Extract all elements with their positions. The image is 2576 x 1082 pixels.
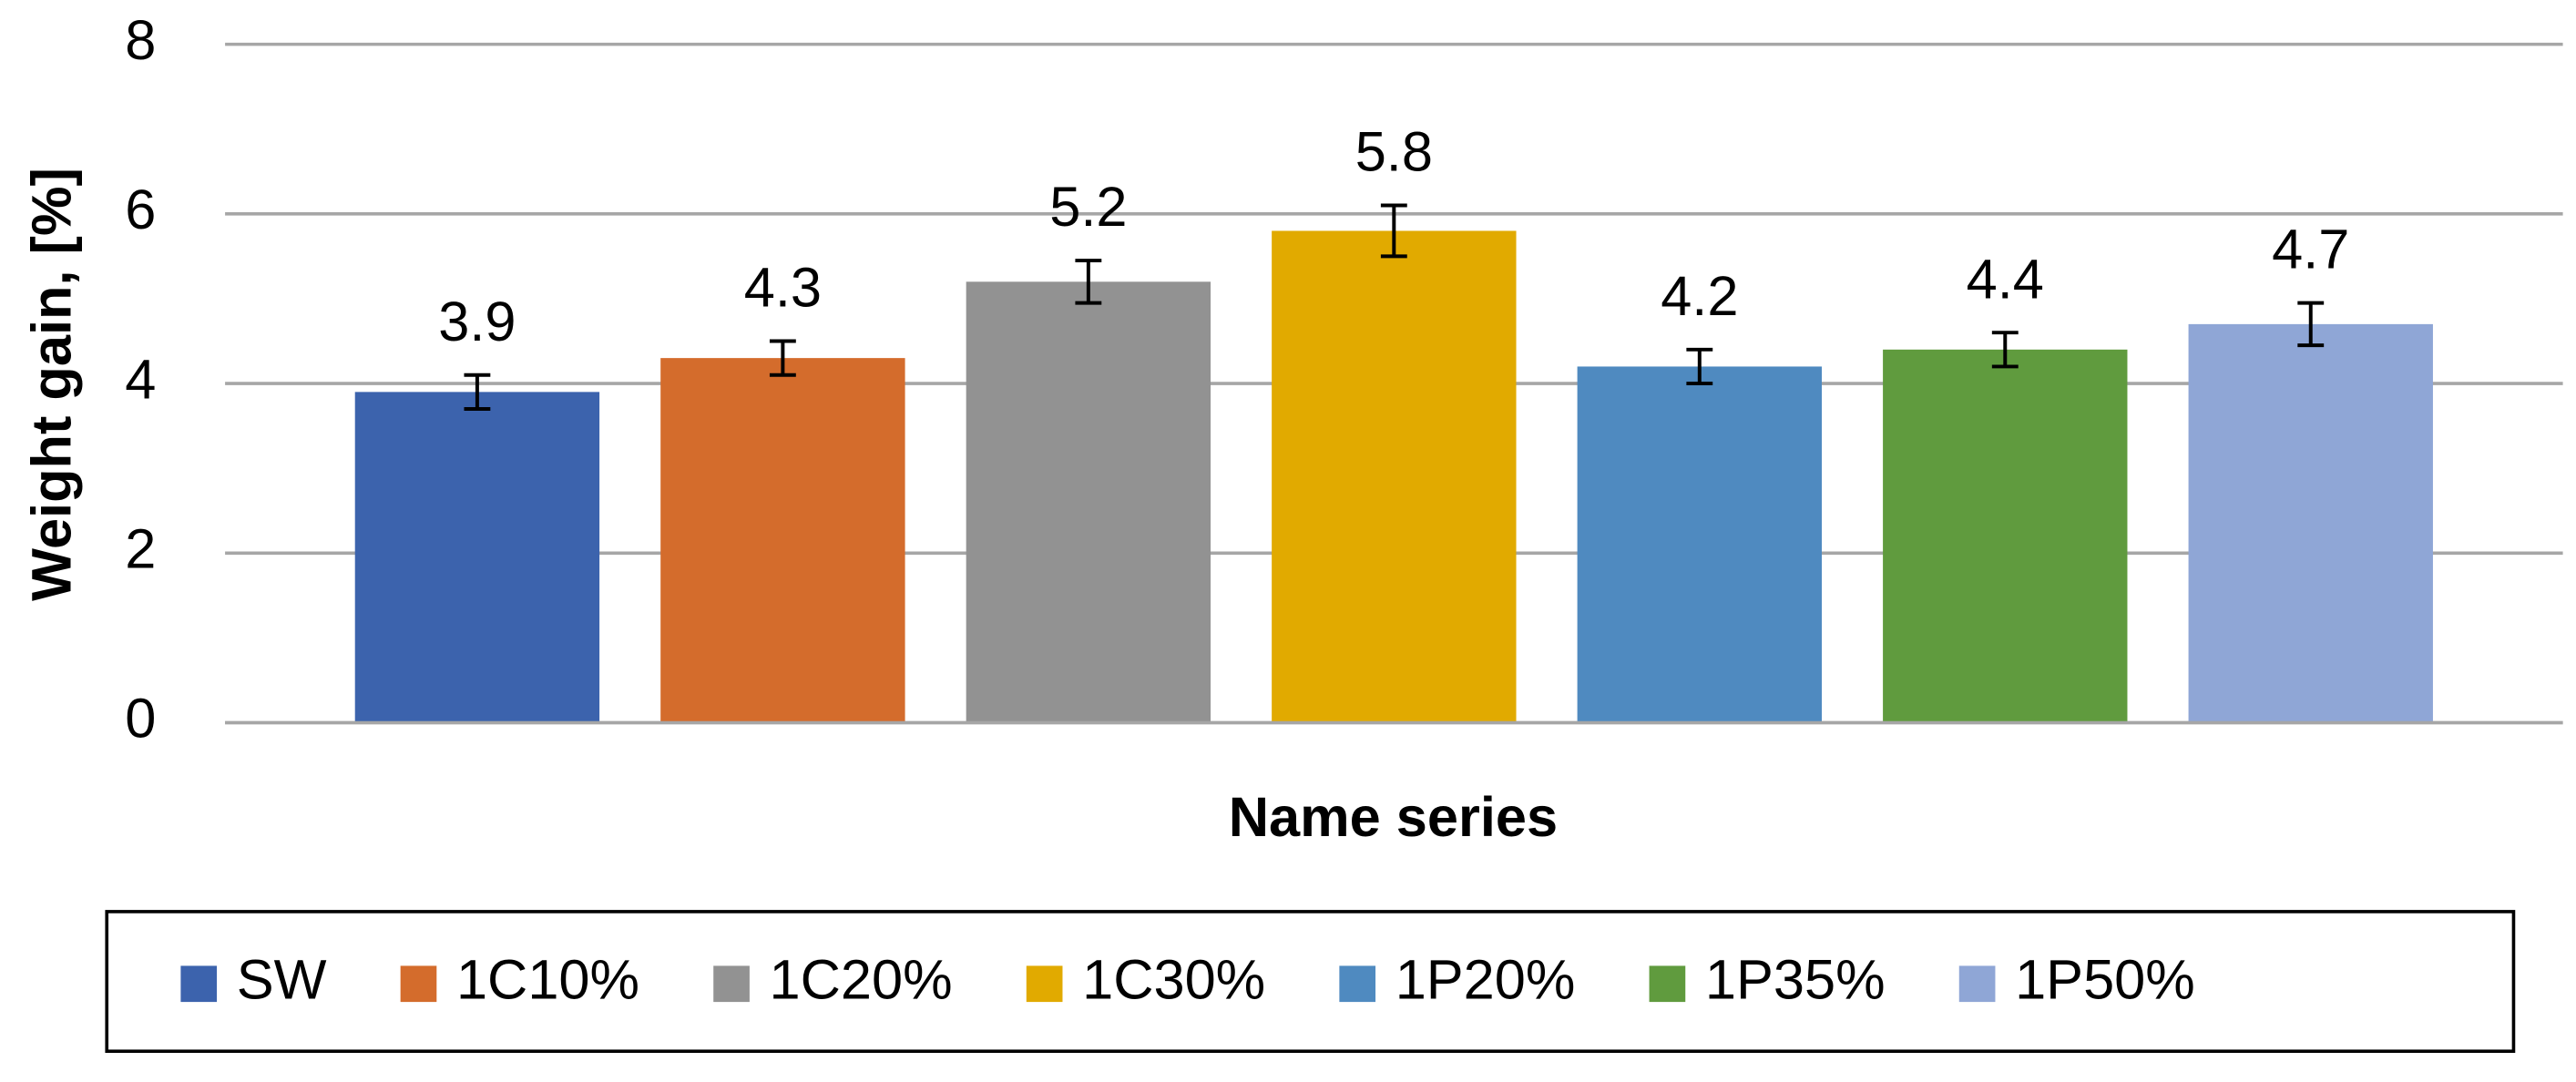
data-label: 4.4 [1967, 247, 2044, 310]
data-label: 5.2 [1049, 175, 1127, 238]
legend-swatch [1339, 965, 1376, 1003]
legend-label: 1C20% [770, 947, 953, 1010]
legend-swatch [713, 965, 750, 1003]
bar [2188, 323, 2433, 723]
legend-swatch [1958, 965, 1996, 1003]
error-bar [1686, 347, 1713, 386]
x-axis-title: Name series [1229, 785, 1558, 848]
legend-label: 1C10% [456, 947, 639, 1010]
legend-label: 1C30% [1082, 947, 1265, 1010]
error-bar [2297, 301, 2325, 348]
legend-label: 1P35% [1705, 947, 1886, 1010]
error-bar [1075, 259, 1102, 305]
legend-swatch [1026, 965, 1063, 1003]
error-bar [1380, 203, 1407, 259]
legend-label: 1P20% [1395, 947, 1576, 1010]
legend-swatch [400, 965, 437, 1003]
y-tick-label: 2 [125, 516, 156, 579]
legend-label: SW [237, 947, 327, 1010]
legend-label: 1P50% [2015, 947, 2195, 1010]
data-label: 4.2 [1661, 264, 1738, 327]
legend-box [105, 910, 2516, 1054]
bar [966, 281, 1211, 723]
data-label: 4.7 [2272, 218, 2349, 281]
y-axis-title: Weight gain, [%] [20, 168, 83, 601]
y-tick-label: 4 [125, 347, 156, 410]
data-label: 3.9 [438, 290, 516, 352]
bar [1577, 366, 1822, 723]
data-label: 4.3 [744, 256, 822, 319]
y-tick-label: 6 [125, 178, 156, 240]
bar [1883, 349, 2128, 723]
error-bar [769, 339, 796, 377]
y-tick-label: 8 [125, 8, 156, 71]
legend-swatch [180, 965, 218, 1003]
legend-swatch [1649, 965, 1686, 1003]
bar [660, 358, 905, 723]
data-label: 5.8 [1355, 120, 1433, 183]
y-tick-label: 0 [125, 687, 156, 750]
bar [354, 392, 600, 723]
bar [1272, 230, 1517, 723]
error-bar [464, 373, 491, 411]
error-bar [1991, 331, 2019, 369]
